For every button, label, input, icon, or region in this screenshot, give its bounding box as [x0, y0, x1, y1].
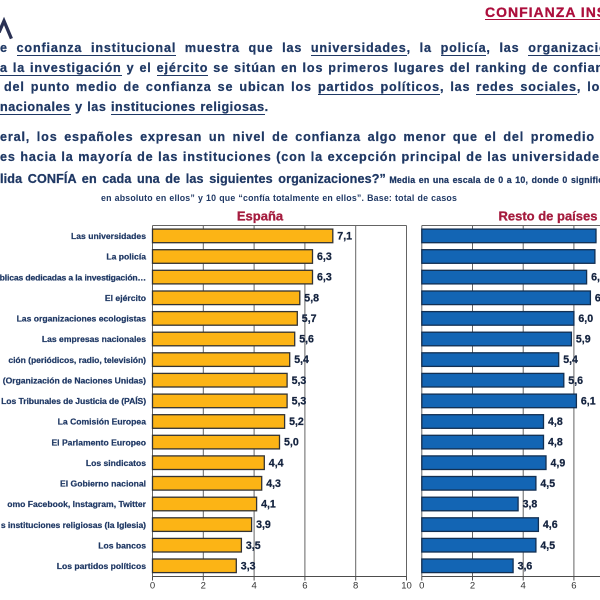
svg-text:3,5: 3,5 — [246, 540, 261, 552]
svg-text:El Parlamento Europeo: El Parlamento Europeo — [51, 437, 146, 447]
svg-text:6,5: 6,5 — [591, 272, 600, 284]
svg-text:6,7: 6,7 — [595, 292, 600, 304]
svg-text:4: 4 — [251, 581, 256, 592]
svg-text:6: 6 — [571, 581, 576, 592]
svg-text:s instituciones religiosas (la: s instituciones religiosas (la Iglesia) — [1, 520, 146, 530]
svg-text:Resto de países: Resto de países — [499, 209, 598, 224]
svg-text:5,3: 5,3 — [292, 396, 307, 408]
svg-text:10: 10 — [401, 581, 412, 592]
svg-text:blicas dedicadas a la investig: blicas dedicadas a la investigación… — [0, 272, 146, 282]
svg-text:5,2: 5,2 — [289, 416, 304, 428]
svg-text:5,6: 5,6 — [568, 375, 583, 387]
svg-text:3,8: 3,8 — [523, 499, 538, 511]
svg-text:6: 6 — [302, 581, 307, 592]
svg-text:Los bancos: Los bancos — [98, 540, 146, 550]
svg-text:4,8: 4,8 — [548, 416, 563, 428]
svg-text:7,1: 7,1 — [337, 231, 352, 243]
svg-text:2: 2 — [201, 581, 206, 592]
svg-text:6,3: 6,3 — [317, 251, 332, 263]
svg-text:6,0: 6,0 — [578, 313, 593, 325]
svg-text:(Organización de Naciones Unid: (Organización de Naciones Unidas) — [3, 375, 146, 385]
svg-text:Las empresas nacionales: Las empresas nacionales — [42, 334, 146, 344]
svg-text:omo Facebook, Instagram, Twitt: omo Facebook, Instagram, Twitter — [7, 499, 146, 509]
svg-text:Los partidos políticos: Los partidos políticos — [57, 561, 147, 571]
svg-text:4,4: 4,4 — [269, 457, 284, 469]
svg-text:ción (periódicos, radio, telev: ción (periódicos, radio, televisión) — [8, 355, 146, 365]
svg-text:4,6: 4,6 — [543, 519, 558, 531]
svg-text:Los sindicatos: Los sindicatos — [86, 458, 146, 468]
svg-text:0: 0 — [419, 581, 424, 592]
svg-text:4,9: 4,9 — [551, 457, 566, 469]
svg-text:El ejército: El ejército — [105, 293, 146, 303]
svg-text:4,5: 4,5 — [540, 540, 555, 552]
svg-text:3,9: 3,9 — [256, 519, 271, 531]
svg-text:5,3: 5,3 — [292, 375, 307, 387]
svg-text:5,8: 5,8 — [304, 292, 319, 304]
svg-text:5,0: 5,0 — [284, 437, 299, 449]
svg-text:4,3: 4,3 — [266, 478, 281, 490]
svg-text:4,8: 4,8 — [548, 437, 563, 449]
svg-text:El Gobierno nacional: El Gobierno nacional — [60, 479, 146, 489]
svg-text:Los Tribunales de Justicia de: Los Tribunales de Justicia de (PAÍS) — [1, 396, 146, 406]
svg-text:0: 0 — [150, 581, 155, 592]
svg-text:3,3: 3,3 — [241, 560, 256, 572]
svg-text:5,6: 5,6 — [299, 334, 314, 346]
svg-text:5,9: 5,9 — [576, 334, 591, 346]
svg-text:6,3: 6,3 — [317, 272, 332, 284]
svg-text:Las universidades: Las universidades — [71, 231, 146, 241]
svg-text:3,6: 3,6 — [518, 560, 533, 572]
svg-text:6,1: 6,1 — [581, 396, 596, 408]
svg-text:4: 4 — [521, 581, 526, 592]
svg-text:4,5: 4,5 — [540, 478, 555, 490]
svg-text:5,4: 5,4 — [294, 354, 309, 366]
svg-text:Las organizaciones ecologistas: Las organizaciones ecologistas — [17, 314, 147, 324]
svg-text:La Comisión Europea: La Comisión Europea — [58, 417, 147, 427]
svg-text:La policía: La policía — [106, 252, 146, 262]
svg-text:España: España — [237, 209, 284, 224]
svg-text:5,4: 5,4 — [563, 354, 578, 366]
svg-text:5,7: 5,7 — [302, 313, 317, 325]
svg-text:8: 8 — [353, 581, 358, 592]
svg-text:2: 2 — [470, 581, 475, 592]
svg-text:4,1: 4,1 — [261, 499, 276, 511]
